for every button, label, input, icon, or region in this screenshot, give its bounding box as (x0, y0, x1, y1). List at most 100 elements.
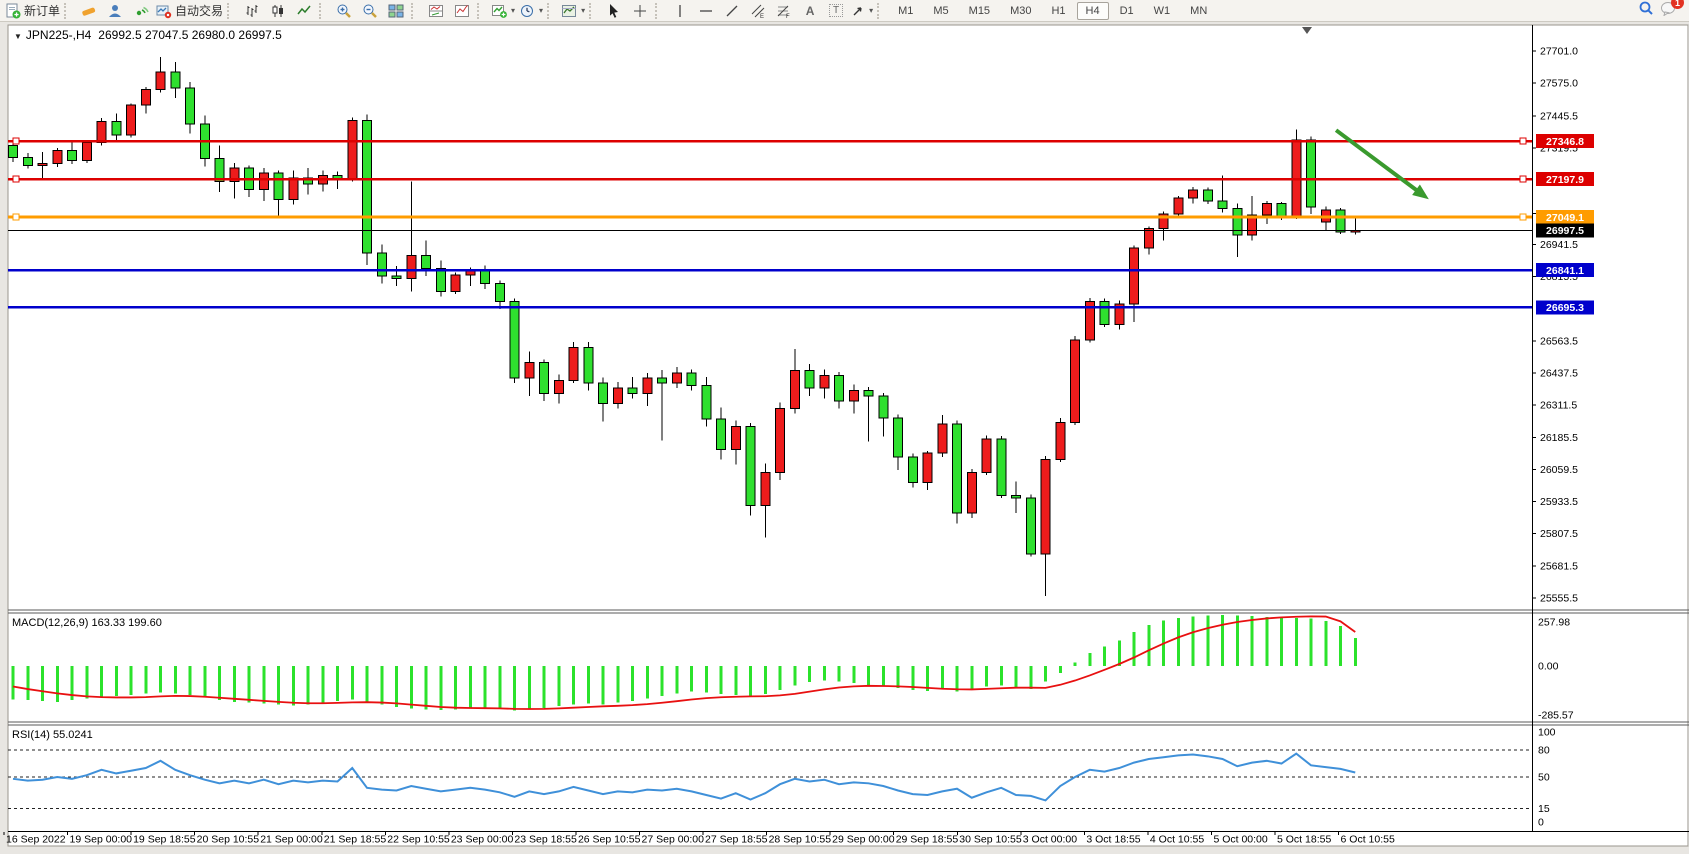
time-axis-label: 19 Sep 18:55 (133, 834, 196, 846)
candle-body-up (1040, 459, 1051, 555)
text-tool-button[interactable]: A (797, 1, 823, 21)
zoom-out-button[interactable] (357, 1, 383, 21)
new-order-button[interactable]: 新订单 (3, 1, 62, 21)
candle-body-down (686, 372, 697, 387)
zoom-in-button[interactable] (331, 1, 357, 21)
horizontal-line-27049.1[interactable] (8, 213, 1532, 221)
line-chart-button[interactable] (291, 1, 317, 21)
candle (907, 453, 918, 488)
timeframe-D1[interactable]: D1 (1119, 4, 1134, 17)
svg-text:F: F (786, 14, 790, 19)
candle-body-up (1129, 247, 1139, 305)
axis-tick-label: 27701.0 (1540, 45, 1578, 57)
time-axis-label: 22 Sep 10:55 (387, 834, 450, 846)
timeframe-W1[interactable]: W1 (1153, 4, 1171, 17)
line-handle[interactable] (12, 175, 20, 183)
candle-body-down (185, 87, 195, 125)
chart-plot-area[interactable] (8, 30, 1532, 610)
timeframe-M15[interactable]: M15 (968, 4, 991, 17)
candle-body-up (126, 104, 136, 136)
symbol-dropdown-icon[interactable]: ▼ (14, 32, 22, 41)
axis-tick-label: 26941.5 (1540, 239, 1578, 251)
candle-body-up (1070, 339, 1080, 423)
candle-body-down (996, 438, 1007, 496)
shapes-tool-button[interactable]: ▾ (849, 1, 875, 21)
time-axis-label: 21 Sep 00:00 (260, 834, 323, 846)
horizontal-line-27346.8[interactable] (8, 137, 1532, 145)
time-axis-label: 30 Sep 10:55 (959, 834, 1022, 846)
main-toolbar: 新订单 自动交易 ▾ ▾ ▾ E F A T ▾ M1 M5 M15 M30 H1 (0, 0, 1689, 22)
line-handle[interactable] (1519, 213, 1527, 221)
autotrading-button[interactable]: 自动交易 (154, 1, 225, 21)
search-icon[interactable] (1638, 0, 1654, 21)
templates-button[interactable]: ▾ (559, 1, 587, 21)
axis-tick-label: 26311.5 (1540, 400, 1577, 412)
line-handle[interactable] (1519, 137, 1527, 145)
line-handle[interactable] (12, 137, 20, 145)
horizontal-line-27197.9[interactable] (8, 175, 1532, 183)
price-badge-text: 26841.1 (1546, 265, 1584, 277)
crosshair-button[interactable] (627, 1, 653, 21)
add-indicator-button[interactable]: ▾ (489, 1, 517, 21)
tile-windows-button[interactable] (383, 1, 409, 21)
label-tool-button[interactable]: T (823, 1, 849, 21)
candle-body-down (598, 382, 608, 404)
timeframe-MN[interactable]: MN (1190, 4, 1208, 17)
vertical-line-icon (672, 3, 688, 19)
candlestick-chart-button[interactable] (265, 1, 291, 21)
vertical-line-tool-button[interactable] (667, 1, 693, 21)
price-badge-bg (1536, 210, 1594, 225)
candle (67, 142, 77, 164)
timeframe-H4[interactable]: H4 (1076, 1, 1109, 20)
candle (509, 298, 520, 384)
candle-body-up (937, 423, 948, 454)
time-axis-label: 29 Sep 18:55 (896, 834, 959, 846)
candle-body-down (111, 120, 122, 136)
candle (126, 103, 136, 138)
notifications-button[interactable]: 1 (1660, 0, 1684, 21)
profile-button[interactable] (102, 1, 128, 21)
timeframe-M5[interactable]: M5 (933, 4, 949, 17)
timeframe-M1[interactable]: M1 (898, 4, 914, 17)
indicator-window-button[interactable] (423, 1, 449, 21)
trend-arrow-annotation[interactable] (1334, 128, 1429, 200)
price-badge-bg (1536, 172, 1594, 187)
indicator-list-button[interactable] (449, 1, 475, 21)
timeframe-M30[interactable]: M30 (1010, 4, 1032, 17)
candle (539, 359, 549, 401)
cursor-icon (606, 3, 622, 19)
horizontal-line-tool-button[interactable] (693, 1, 719, 21)
rsi-pane (8, 749, 1532, 810)
period-clock-button[interactable]: ▾ (517, 1, 545, 21)
line-handle[interactable] (12, 213, 20, 221)
chart-shift-marker[interactable] (1302, 27, 1312, 34)
bar-chart-button[interactable] (239, 1, 265, 21)
axis-tick-label: 25807.5 (1540, 528, 1578, 540)
toolbar-grip (477, 2, 485, 19)
price-badge-bg (1536, 134, 1594, 149)
price-badge-26997.5: 26997.5 (1536, 223, 1594, 238)
trendline-tool-button[interactable] (719, 1, 745, 21)
candle (1040, 456, 1051, 597)
candle-body-up (288, 177, 299, 201)
candle (878, 392, 889, 437)
channel-icon: E (750, 3, 766, 19)
price-badge-26695.3: 26695.3 (1536, 300, 1594, 315)
candle-body-up (775, 408, 785, 473)
signals-button[interactable] (128, 1, 154, 21)
chart-ohlc-values: 26992.5 27047.5 26980.0 26997.5 (98, 28, 282, 42)
time-axis-label: 16 Sep 2022 (6, 834, 66, 846)
line-handle[interactable] (1519, 175, 1527, 183)
chevron-down-icon: ▾ (869, 6, 874, 15)
chart-symbol-label: JPN225-,H4 (25, 28, 92, 42)
candlestick-chart-icon (270, 3, 286, 19)
candle-body-down (1306, 139, 1316, 208)
styler-button[interactable] (76, 1, 102, 21)
cursor-button[interactable] (601, 1, 627, 21)
templates-icon (561, 3, 577, 19)
fibonacci-tool-button[interactable]: F (771, 1, 797, 21)
candle-body-down (716, 418, 726, 450)
timeframe-H1[interactable]: H1 (1051, 4, 1066, 17)
channel-tool-button[interactable]: E (745, 1, 771, 21)
